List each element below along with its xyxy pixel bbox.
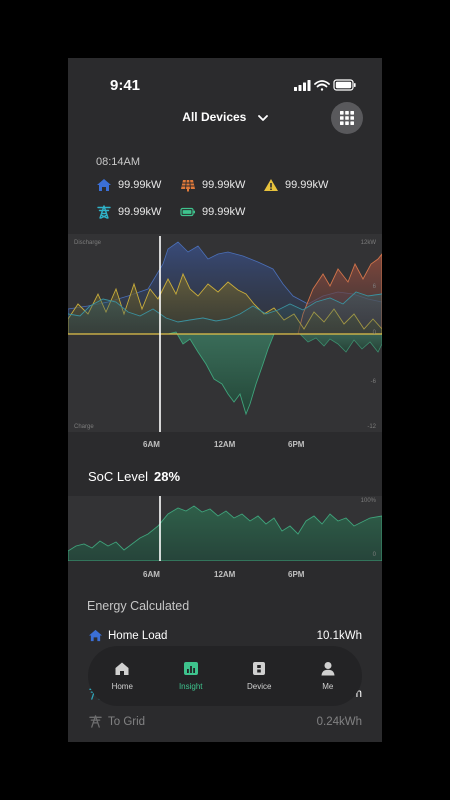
home-icon	[97, 179, 111, 191]
x-tick-label: 12AM	[214, 440, 236, 449]
status-time: 9:41	[110, 77, 141, 94]
series-battery	[167, 331, 275, 416]
status-bar: 9:41	[68, 58, 382, 106]
metric-grid: 99.99kW	[96, 205, 161, 219]
energy-row-home-load[interactable]: Home Load 10.1kWh	[88, 629, 362, 642]
soc-area	[68, 505, 382, 562]
grid-icon	[340, 111, 354, 125]
power-chart[interactable]: Discharge Charge 12kW 6 0 -6 -12	[68, 234, 382, 432]
device-selector-label: All Devices	[182, 110, 247, 124]
metric-battery: 99.99kW	[180, 205, 245, 219]
bottom-nav: Home Insight Device Me	[88, 646, 362, 706]
signal-icon	[294, 80, 311, 91]
soc-chart-svg	[68, 496, 382, 562]
grid-tower-icon	[89, 715, 102, 728]
generator-warning-icon	[264, 179, 278, 191]
y-tick-label: 6	[372, 284, 376, 290]
y-tick-label: -6	[370, 379, 376, 385]
y-tick-label: -12	[367, 424, 376, 430]
y-tick-label: 12kW	[360, 240, 376, 246]
discharge-label: Discharge	[74, 240, 102, 246]
metric-home: 99.99kW	[96, 178, 161, 192]
wifi-icon	[314, 80, 330, 91]
y-tick-label: 0	[372, 330, 376, 336]
nav-label: Device	[247, 682, 272, 691]
metric-value: 99.99kW	[202, 206, 246, 218]
metric-value: 99.99kW	[118, 206, 162, 218]
metric-value: 99.99kW	[285, 179, 329, 191]
nav-device[interactable]: Device	[229, 661, 289, 691]
chevron-down-icon	[257, 111, 268, 125]
energy-title: Energy Calculated	[87, 599, 190, 613]
home-icon	[89, 629, 102, 642]
energy-row-value: h	[355, 687, 362, 700]
soc-y-min: 0	[372, 552, 376, 558]
nav-insight[interactable]: Insight	[161, 661, 221, 691]
metric-solar: 99.99kW	[180, 178, 245, 192]
nav-home[interactable]: Home	[92, 661, 152, 691]
battery-status-icon	[333, 79, 356, 91]
metric-value: 99.99kW	[118, 179, 162, 191]
energy-row-to-grid[interactable]: To Grid 0.24kWh	[88, 715, 362, 728]
energy-row-name: Home Load	[108, 629, 168, 642]
nav-label: Home	[111, 682, 133, 691]
grid-tower-icon	[97, 205, 111, 219]
charge-label: Charge	[74, 424, 94, 430]
metric-value: 99.99kW	[202, 179, 246, 191]
x-tick-label: 6PM	[288, 440, 305, 449]
home-icon	[115, 662, 129, 675]
metric-generator: 99.99kW	[263, 178, 328, 192]
grid-menu-button[interactable]	[331, 102, 363, 134]
power-chart-svg	[68, 236, 382, 432]
nav-label: Insight	[178, 682, 203, 691]
soc-label: SoC Level	[88, 469, 148, 484]
soc-title: SoC Level 28%	[88, 469, 180, 484]
battery-icon	[180, 207, 195, 217]
status-icons	[294, 78, 356, 92]
person-icon	[321, 662, 335, 676]
phone-screen: 9:41	[68, 58, 382, 742]
x-tick-label: 12AM	[214, 570, 236, 579]
soc-value: 28%	[153, 469, 181, 484]
x-tick-label: 6PM	[288, 570, 305, 579]
soc-chart[interactable]: 100% 0	[68, 496, 382, 562]
device-icon	[253, 662, 266, 675]
energy-row-value: 10.1kWh	[316, 629, 362, 642]
readout-time: 08:14AM	[96, 156, 141, 168]
solar-panel-icon	[181, 179, 195, 192]
nav-label: Me	[322, 682, 334, 691]
nav-me[interactable]: Me	[298, 661, 358, 691]
x-tick-label: 6AM	[143, 440, 160, 449]
x-tick-label: 6AM	[143, 570, 160, 579]
energy-row-name: To Grid	[108, 715, 146, 728]
energy-row-value: 0.24kWh	[316, 715, 362, 728]
device-selector[interactable]: All Devices	[68, 110, 382, 125]
soc-y-max: 100%	[360, 498, 376, 504]
chart-icon	[183, 662, 198, 675]
